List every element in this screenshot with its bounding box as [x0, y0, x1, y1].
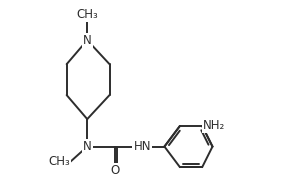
Text: CH₃: CH₃ [76, 8, 98, 21]
Text: N: N [83, 140, 92, 153]
Text: CH₃: CH₃ [48, 156, 70, 169]
Text: HN: HN [133, 140, 151, 153]
Text: O: O [110, 164, 119, 177]
Text: N: N [83, 34, 92, 47]
Text: NH₂: NH₂ [203, 120, 225, 132]
